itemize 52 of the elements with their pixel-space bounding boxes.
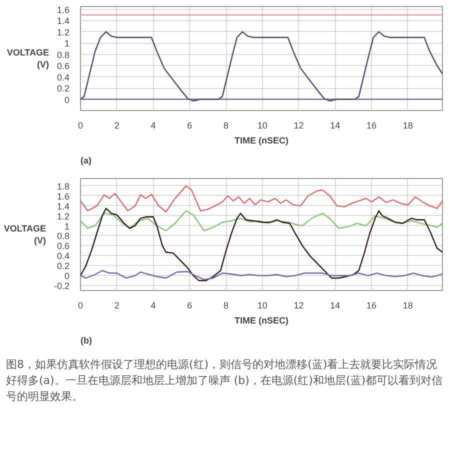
x-tick-label: 10	[257, 120, 268, 130]
line-series	[80, 31, 442, 102]
x-tick-label: 8	[224, 300, 229, 310]
y-tick-label: 0.4	[56, 251, 70, 262]
x-tick-label: 0	[78, 300, 84, 310]
x-tick-label: 0	[78, 120, 84, 130]
y-tick-label: 0.4	[56, 72, 70, 82]
x-tick-label: 18	[402, 120, 413, 130]
x-tick-label: 4	[150, 120, 156, 130]
y-axis-title: VOLTAGE (V)	[4, 224, 46, 246]
y-tick-label: -0.2	[54, 281, 70, 292]
line-series	[80, 185, 442, 212]
line-series	[80, 210, 442, 232]
y-tick-label: 0.2	[56, 84, 70, 94]
y-tick-label: 0	[64, 271, 70, 282]
y-tick-label: 1.8	[56, 181, 70, 192]
x-tick-label: 10	[257, 300, 268, 310]
x-tick-label: 6	[187, 120, 192, 130]
x-axis-title: TIME (nSEC)	[234, 136, 288, 146]
y-tick-label: 0.6	[56, 241, 70, 252]
y-tick-label: 1	[64, 38, 70, 49]
x-tick-label: 18	[402, 300, 413, 310]
x-axis-title: TIME (nSEC)	[234, 316, 288, 326]
y-tick-label: 0.8	[56, 231, 70, 242]
x-tick-label: 6	[187, 300, 192, 310]
y-tick-label: 0.8	[56, 50, 70, 60]
x-tick-label: 16	[366, 300, 377, 310]
x-tick-label: 12	[294, 120, 304, 130]
x-tick-label: 2	[114, 120, 120, 130]
y-tick-label: 1.4	[56, 201, 70, 212]
x-tick-label: 16	[366, 120, 377, 130]
x-tick-label: 4	[150, 300, 156, 310]
y-tick-label: 1.4	[56, 16, 70, 26]
y-tick-label: 0.6	[56, 61, 70, 72]
x-tick-label: 8	[224, 120, 229, 130]
y-tick-label: 1	[64, 221, 70, 232]
x-tick-label: 2	[114, 300, 120, 310]
y-tick-label: 0.2	[56, 261, 70, 272]
line-series	[80, 208, 442, 282]
text: (b)	[80, 336, 92, 346]
text: (a)	[80, 156, 92, 166]
caption: 图8，如果仿真软件假设了理想的电源(红)，则信号的对地漂移(蓝)看上去就要比实际情况好得多(a)。一旦在电源层和地层上增加了噪声 (b)，在电源(红)和地层(蓝)都可以看到对信号的明显效果。	[6, 357, 444, 405]
y-tick-label: 1.2	[56, 27, 70, 38]
y-tick-label: 1.6	[56, 191, 70, 202]
y-axis-title: VOLTAGE (V)	[6, 48, 49, 70]
x-tick-label: 12	[294, 300, 304, 310]
line-series	[80, 270, 442, 280]
y-tick-label: 0	[64, 94, 70, 105]
y-tick-label: 1.6	[56, 4, 70, 15]
y-tick-label: 1.2	[56, 211, 70, 222]
x-tick-label: 14	[330, 120, 340, 130]
x-tick-label: 14	[330, 300, 340, 310]
